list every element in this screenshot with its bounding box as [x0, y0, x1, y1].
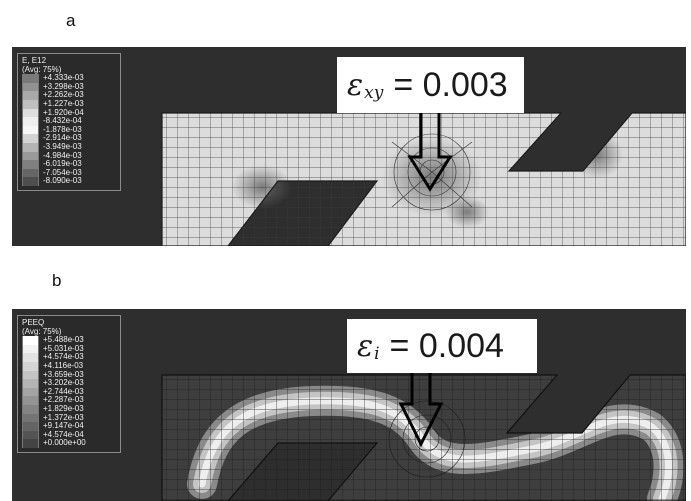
legend-row: -4.984e-03 — [22, 150, 116, 161]
legend-value: -7.054e-03 — [43, 167, 82, 177]
legend-value: +2.287e-03 — [43, 395, 84, 405]
legend-value: -6.019e-03 — [43, 159, 82, 169]
strain-symbol: ε — [347, 67, 364, 103]
legend-row: -2.914e-03 — [22, 134, 116, 143]
legend-value: +1.372e-03 — [43, 412, 84, 422]
legend-scale: +5.488e-03 +5.031e-03 +4.574e-03 +4.116e-03… — [22, 336, 116, 448]
legend-value: -8.432e-04 — [43, 116, 82, 126]
legend-row: +1.227e-03 — [22, 98, 116, 109]
legend-swatch — [22, 134, 39, 143]
strain-symbol: ε — [357, 328, 374, 364]
legend-row: +4.333e-03 — [22, 74, 116, 83]
legend-swatch — [22, 151, 39, 161]
strain-subscript: i — [374, 344, 380, 364]
legend-swatch — [22, 404, 39, 414]
legend-swatch — [22, 353, 39, 362]
legend-row: -3.949e-03 — [22, 141, 116, 152]
strain-value: = 0.004 — [389, 326, 504, 365]
legend-swatch — [22, 177, 39, 186]
legend-row: +4.574e-04 — [22, 429, 116, 440]
legend-value: +4.574e-04 — [43, 429, 84, 439]
legend-swatch — [22, 413, 39, 423]
legend-swatch — [22, 125, 39, 135]
legend-value: +3.298e-03 — [43, 81, 84, 91]
legend-value: +5.031e-03 — [43, 343, 84, 353]
contour-legend-b: PEEQ (Avg: 75%) +5.488e-03 +5.031e-03 +4.5… — [17, 315, 121, 453]
legend-row: +3.659e-03 — [22, 369, 116, 380]
legend-scale: +4.333e-03 +3.298e-03 +2.262e-03 +1.227e-03… — [22, 74, 116, 186]
legend-value: +3.202e-03 — [43, 378, 84, 388]
legend-row: +1.829e-03 — [22, 403, 116, 414]
legend-swatch — [22, 396, 39, 405]
legend-swatch — [22, 117, 39, 126]
legend-value: +5.488e-03 — [43, 335, 84, 345]
legend-averaging: (Avg: 75%) — [22, 64, 62, 74]
legend-swatch — [22, 99, 39, 109]
legend-swatch — [22, 379, 39, 388]
panel-a-fe-plot: E, E12 (Avg: 75%) +4.333e-03 +3.298e-03 +2… — [12, 47, 686, 246]
legend-swatch — [22, 168, 39, 178]
legend-value: +2.744e-03 — [43, 386, 84, 396]
legend-swatch — [22, 387, 39, 397]
strain-value: = 0.003 — [393, 65, 508, 104]
legend-swatch — [22, 74, 39, 83]
legend-row: -1.878e-03 — [22, 124, 116, 135]
legend-row: +3.202e-03 — [22, 379, 116, 388]
legend-swatch — [22, 82, 39, 92]
legend-value: +9.147e-04 — [43, 421, 84, 431]
legend-row: +5.488e-03 — [22, 336, 116, 345]
legend-row: -8.432e-04 — [22, 117, 116, 126]
legend-row: +5.031e-03 — [22, 343, 116, 354]
legend-swatch — [22, 142, 39, 152]
legend-value: +4.116e-03 — [43, 360, 84, 370]
legend-row: +2.262e-03 — [22, 91, 116, 100]
legend-row: -7.054e-03 — [22, 167, 116, 178]
legend-swatch — [22, 370, 39, 380]
strain-annotation-b: ε i = 0.004 — [347, 319, 537, 373]
legend-swatch — [22, 361, 39, 371]
legend-swatch — [22, 108, 39, 118]
legend-row: -8.090e-03 — [22, 177, 116, 186]
legend-swatch — [22, 344, 39, 354]
legend-value: +1.227e-03 — [43, 98, 84, 108]
legend-value: +2.262e-03 — [43, 90, 84, 100]
legend-averaging: (Avg: 75%) — [22, 326, 62, 336]
strain-annotation-a: ε xy = 0.003 — [337, 57, 524, 113]
legend-swatch — [22, 91, 39, 100]
legend-row: +2.744e-03 — [22, 386, 116, 397]
legend-swatch — [22, 439, 39, 448]
legend-row: +2.287e-03 — [22, 396, 116, 405]
legend-variable: E, E12 — [22, 56, 47, 65]
panel-a-label: a — [66, 11, 76, 30]
legend-swatch — [22, 336, 39, 345]
legend-row: +1.372e-03 — [22, 412, 116, 423]
legend-value: +1.829e-03 — [43, 403, 84, 413]
legend-row: +0.000e+00 — [22, 439, 116, 448]
legend-swatch — [22, 422, 39, 431]
legend-row: +9.147e-04 — [22, 422, 116, 431]
legend-value: +4.574e-03 — [43, 352, 84, 362]
legend-row: +4.116e-03 — [22, 360, 116, 371]
legend-value: -2.914e-03 — [43, 133, 82, 143]
load-arrow — [407, 105, 453, 192]
legend-value: +0.000e+00 — [43, 438, 86, 448]
legend-value: -8.090e-03 — [43, 176, 82, 186]
legend-swatch — [22, 160, 39, 169]
legend-value: +3.659e-03 — [43, 369, 84, 379]
panel-b-label: b — [52, 271, 62, 290]
legend-row: +3.298e-03 — [22, 81, 116, 92]
legend-row: +4.574e-03 — [22, 353, 116, 362]
legend-value: +1.920e-04 — [43, 107, 84, 117]
panel-b-fe-plot: PEEQ (Avg: 75%) +5.488e-03 +5.031e-03 +4.5… — [12, 309, 686, 501]
legend-variable: PEEQ — [22, 318, 45, 327]
legend-swatch — [22, 430, 39, 440]
legend-row: +1.920e-04 — [22, 107, 116, 118]
legend-value: -1.878e-03 — [43, 124, 82, 134]
legend-value: +4.333e-03 — [43, 73, 84, 83]
legend-value: -3.949e-03 — [43, 141, 82, 151]
strain-subscript: xy — [364, 83, 384, 103]
contour-legend-a: E, E12 (Avg: 75%) +4.333e-03 +3.298e-03 +2… — [17, 53, 121, 191]
legend-value: -4.984e-03 — [43, 150, 82, 160]
legend-row: -6.019e-03 — [22, 160, 116, 169]
